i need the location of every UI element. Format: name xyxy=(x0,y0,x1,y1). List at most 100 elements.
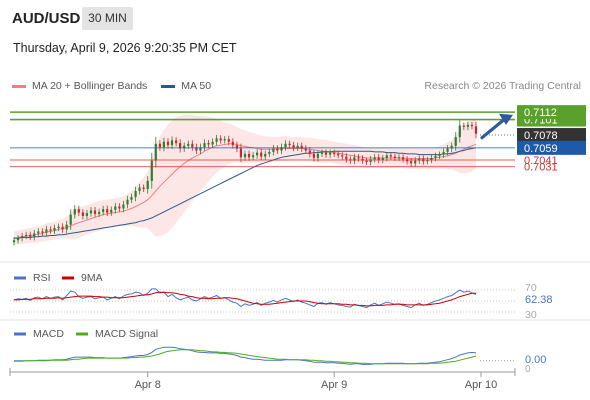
chart-header: AUD/USD 30 MIN Thursday, April 9, 2026 9… xyxy=(0,0,590,70)
macd-line xyxy=(14,346,477,365)
candle-body xyxy=(215,138,218,142)
candle-body xyxy=(450,145,453,149)
candle-body xyxy=(288,143,291,146)
candle-body xyxy=(272,148,275,152)
candle-body xyxy=(122,204,125,209)
candle-body xyxy=(320,152,324,154)
legend-ma50-label: MA 50 xyxy=(181,80,212,92)
macd-signal-line xyxy=(14,349,477,365)
legend-ma50: MA 50 xyxy=(161,80,211,92)
candle-body xyxy=(446,148,449,152)
candle-body xyxy=(300,145,303,149)
candle-body xyxy=(175,140,178,144)
candle-body xyxy=(442,151,445,155)
candle-body xyxy=(73,209,76,215)
candle-body xyxy=(114,206,117,210)
candle-body xyxy=(89,210,93,214)
bollinger-band xyxy=(14,114,476,245)
candle-body xyxy=(430,158,433,160)
candle-body xyxy=(146,180,149,189)
rsi-value-label: 62.38 xyxy=(525,294,553,306)
candle-body xyxy=(158,143,161,148)
candle-body xyxy=(312,153,315,158)
candle-body xyxy=(466,124,469,127)
candle-body xyxy=(25,234,28,237)
candle-body xyxy=(126,199,129,205)
candle-body xyxy=(410,161,413,164)
legend-ma20-label: MA 20 + Bollinger Bands xyxy=(32,80,148,92)
candle-body xyxy=(162,141,165,148)
candle-body xyxy=(308,150,311,154)
research-credit: Research © 2026 Trading Central xyxy=(424,80,581,92)
macd-zero-label: 0 xyxy=(525,364,531,375)
time-tick-label: Apr 10 xyxy=(465,379,497,391)
candle-body xyxy=(130,197,133,200)
legend-ma20-swatch xyxy=(12,84,26,88)
candle-body xyxy=(227,139,230,142)
candle-body xyxy=(53,228,56,231)
candle-body xyxy=(454,137,457,146)
candle-body xyxy=(284,143,287,148)
candle-body xyxy=(268,151,271,154)
candle-body xyxy=(33,233,36,237)
candle-body xyxy=(414,160,417,164)
candle-body xyxy=(458,125,461,138)
macd-value-label: 0.00 xyxy=(525,354,546,366)
candle-body xyxy=(393,156,396,158)
candle-body xyxy=(69,214,72,225)
macd-legend-label: MACD xyxy=(33,328,64,340)
candle-body xyxy=(381,158,384,160)
candle-body xyxy=(280,147,283,151)
candle-body xyxy=(316,153,319,158)
candle-body xyxy=(373,157,376,160)
candle-body xyxy=(65,224,68,230)
candle-body xyxy=(389,155,392,157)
candle-body xyxy=(260,152,263,157)
candle-body xyxy=(150,160,153,181)
candle-body xyxy=(369,159,372,162)
macd-panel: MACD MACD Signal 0.000 xyxy=(14,328,546,375)
candle-body xyxy=(187,143,190,146)
candle-body xyxy=(21,236,24,239)
candle-body xyxy=(118,206,121,209)
candle-body xyxy=(304,148,307,151)
candle-body xyxy=(377,157,380,160)
candle-body xyxy=(365,160,368,162)
candle-body xyxy=(385,155,388,158)
candle-body xyxy=(474,126,478,134)
level-tag xyxy=(517,140,586,155)
rsi-legend-label: RSI xyxy=(33,272,51,284)
candle-body xyxy=(329,152,332,155)
level-label: 0.7078 xyxy=(524,130,558,142)
candle-body xyxy=(426,160,429,162)
candle-body xyxy=(154,143,157,161)
candle-body xyxy=(179,143,182,149)
candle-body xyxy=(223,139,226,141)
candle-body xyxy=(211,141,214,145)
candle-body xyxy=(61,226,64,230)
level-label: 0.7041 xyxy=(524,155,558,167)
candle-body xyxy=(166,141,170,146)
candle-body xyxy=(434,155,437,158)
candle-body xyxy=(49,229,52,231)
candle-body xyxy=(85,213,88,216)
candle-body xyxy=(45,229,48,233)
candle-body xyxy=(341,155,344,157)
candle-body xyxy=(235,145,238,149)
rsi-panel: RSI 9MA 70 30 62.38 xyxy=(10,272,553,321)
candle-body xyxy=(142,187,145,189)
candle-body xyxy=(256,152,259,156)
candle-body xyxy=(81,212,84,216)
candle-body xyxy=(231,141,234,146)
level-tag xyxy=(517,128,586,143)
candle-body xyxy=(462,125,465,127)
rsi-30-label: 30 xyxy=(525,309,537,321)
price-panel xyxy=(0,114,590,321)
candle-body xyxy=(401,157,405,160)
candle-body xyxy=(345,156,348,160)
interval-button[interactable]: 30 MIN xyxy=(82,7,133,30)
legend-ma50-swatch xyxy=(161,84,176,88)
candle-body xyxy=(397,157,401,159)
